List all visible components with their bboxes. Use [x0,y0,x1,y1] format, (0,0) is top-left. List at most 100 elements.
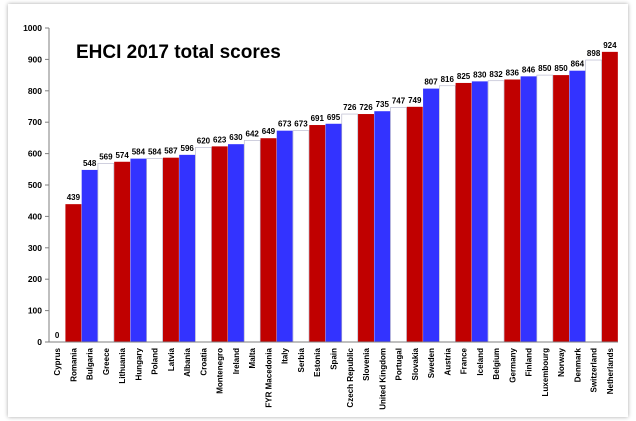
data-label: 726 [343,103,357,112]
y-tick-label: 700 [28,117,42,127]
bar [65,204,82,342]
category-label: Poland [151,348,160,375]
data-label: 673 [278,120,292,129]
data-label: 620 [197,136,211,145]
category-label: Ireland [232,348,241,374]
data-label: 574 [115,151,129,160]
data-label: 584 [148,148,162,157]
bar [487,80,505,343]
data-label: 596 [181,144,195,153]
data-label: 898 [587,49,601,58]
bar [97,163,115,343]
category-label: Luxembourg [541,348,550,397]
data-label: 836 [506,68,520,77]
category-label: Slovakia [411,347,420,380]
category-label: Italy [281,347,290,364]
bar [423,88,440,343]
bar [260,138,277,342]
bar [520,76,537,342]
category-label: Malta [248,347,257,368]
data-label: 673 [294,120,308,129]
bar [276,130,293,342]
category-label: Estonia [313,347,322,376]
chart-title: EHCI 2017 total scores [76,42,281,63]
category-label: Albania [183,347,192,376]
bar [81,169,98,342]
data-label: 649 [262,127,276,136]
y-tick-label: 400 [28,211,42,221]
bar [471,81,488,342]
category-label: Latvia [167,347,176,371]
category-label: Denmark [573,347,582,382]
bar [439,85,456,343]
bar [146,158,163,343]
bar [227,144,244,342]
data-label: 807 [424,78,438,87]
bar [195,147,212,343]
category-label: Belgium [492,348,501,380]
data-label: 642 [246,129,260,138]
y-tick-label: 900 [28,54,42,64]
category-label: Iceland [476,348,485,376]
bar [211,146,228,342]
category-label: Lithuania [118,347,127,383]
data-label: 630 [229,133,243,142]
category-label: Greece [102,347,111,375]
y-tick-label: 1000 [23,23,42,33]
data-label: 924 [603,41,617,50]
bar [390,107,407,343]
data-label: 587 [164,147,178,156]
category-label: Croatia [199,347,208,375]
bar [553,75,570,342]
category-label: Germany [508,347,517,382]
bar [536,74,554,343]
data-label: 850 [554,64,568,73]
chart-frame: 0 100 200 300 400 500 600 700 800 900 1000 0 Cyprus 4… [8,4,628,417]
category-label: Netherlands [606,347,615,394]
data-label: 695 [327,113,341,122]
data-label: 569 [99,152,113,161]
y-tick-label: 100 [28,306,42,316]
category-label: Norway [557,347,566,376]
bar [504,79,521,342]
category-label: Montenegro [216,348,225,394]
category-label: Slovenia [362,347,371,380]
data-label: 691 [311,114,325,123]
data-label: 816 [441,75,455,84]
bar [455,82,472,342]
data-label: 832 [489,70,503,79]
data-label: 749 [408,96,422,105]
bar [130,158,147,342]
category-label: Switzerland [590,348,599,393]
data-label: 0 [55,331,60,340]
bar [179,154,196,342]
y-tick-label: 800 [28,86,42,96]
data-label: 864 [571,60,585,69]
bar [569,70,586,342]
y-tick-label: 200 [28,274,42,284]
bar [309,125,326,342]
bar [406,106,423,343]
category-label: Spain [330,348,339,370]
category-label: Romania [69,347,78,381]
category-label: Portugal [395,348,404,380]
category-label: Hungary [134,347,143,380]
category-label: Austria [443,347,452,375]
data-label: 747 [392,96,406,105]
data-label: 726 [359,103,373,112]
y-tick-label: 500 [28,180,42,190]
category-label: Serbia [297,347,306,372]
data-label: 830 [473,70,487,79]
data-label: 850 [538,64,552,73]
category-label: Czech Republic [346,347,355,407]
bar [162,157,179,342]
bar [243,140,261,343]
data-label: 548 [83,159,97,168]
category-label: Cyprus [53,347,62,375]
category-label: Sweden [427,348,436,378]
y-tick-label: 300 [28,243,42,253]
y-tick-label: 600 [28,149,42,159]
category-label: Bulgaria [86,347,95,380]
data-label: 439 [67,193,81,202]
bar [114,161,131,342]
